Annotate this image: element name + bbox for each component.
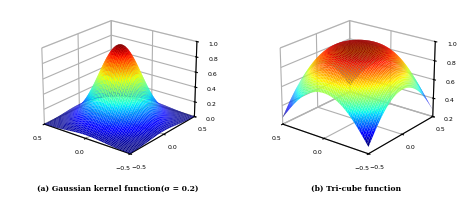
Text: (b) Tri-cube function: (b) Tri-cube function	[311, 183, 401, 191]
Text: (a) Gaussian kernel function(σ = 0.2): (a) Gaussian kernel function(σ = 0.2)	[37, 183, 199, 191]
